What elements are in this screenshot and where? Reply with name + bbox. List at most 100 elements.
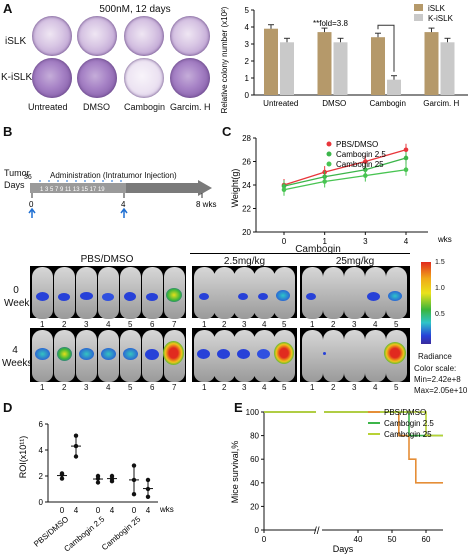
- roi-time-label: 4: [110, 506, 115, 515]
- row-label-kislk: K-iSLK: [1, 72, 33, 83]
- roi-xunit: wks: [159, 505, 174, 514]
- bar-x-tick-label: Garcim. H: [423, 99, 459, 108]
- survival-y-tick-label: 60: [250, 455, 259, 464]
- cambogin-group-title: Cambogin: [295, 244, 341, 255]
- col-label-garcim: Garcim. H: [170, 102, 211, 112]
- mouse-id-label: 1: [40, 320, 45, 329]
- administration-label: Administration (Intratumor Injection): [50, 171, 177, 180]
- mouse-id-label: 4: [106, 320, 111, 329]
- week-mark-4: 4: [121, 200, 126, 209]
- bar-islk: [371, 37, 385, 95]
- weight-xunit: wks: [437, 235, 452, 244]
- day-start-label: 36: [24, 174, 32, 181]
- mouse-id-label: 1: [202, 383, 207, 392]
- survival-x-tick-label: 60: [422, 535, 431, 544]
- week-mark-8: 8 wks: [196, 200, 216, 209]
- bar-chart-plot: 0 1 2 3 4 5 Untreated DMSO Cambogin Garcim. H: [245, 6, 468, 108]
- color-scale-min: Min=2.42e+8: [414, 375, 461, 384]
- survival-plot: // 0 20 40 60 80 100 0 40 50 60: [246, 408, 443, 544]
- mouse-id-label: 3: [242, 383, 247, 392]
- bar-k-islk: [280, 42, 294, 95]
- mouse-id-label: 5: [394, 383, 399, 392]
- legend-label-camb25: Cambogin 2.5: [384, 419, 434, 428]
- legend-label-camb250: Cambogin 25: [384, 430, 432, 439]
- colony-well: [124, 58, 164, 98]
- weight-point: [403, 147, 409, 153]
- mouse-id-label: 2: [222, 320, 227, 329]
- weight-x-tick-label: 0: [282, 237, 287, 246]
- legend-label-camb25: Cambogin 2.5: [336, 150, 386, 159]
- weight-y-tick-label: 20: [242, 228, 251, 237]
- mouse-id-label: 3: [352, 320, 357, 329]
- bar-k-islk: [387, 79, 401, 95]
- mouse-id-label: 2: [331, 320, 336, 329]
- mouse-id-label: 6: [150, 383, 155, 392]
- roi-time-label: 0: [132, 506, 137, 515]
- colony-well: [32, 58, 72, 98]
- colony-well: [77, 16, 117, 56]
- colony-bar-chart: Relative colony number (x10²) 0 1 2 3 4 5 Untr…: [220, 4, 468, 113]
- bar-y-tick-label: 5: [245, 6, 250, 15]
- legend-marker-camb25: [326, 151, 332, 157]
- weight-plot: 20 22 24 26 28 0 1 3 4: [242, 134, 428, 246]
- survival-x-tick-label: 50: [388, 535, 397, 544]
- weight-point: [403, 155, 409, 161]
- bar-y-tick-label: 2: [245, 57, 250, 66]
- mouse-id-label: 5: [282, 320, 287, 329]
- legend-swatch-islk: [414, 4, 423, 11]
- weight-point: [281, 187, 287, 192]
- weight-x-tick-label: 3: [363, 237, 368, 246]
- weight-point: [403, 167, 409, 173]
- roi-y-tick-label: 4: [39, 446, 44, 455]
- mouse-id-label: 4: [262, 383, 267, 392]
- weight-point: [322, 179, 327, 184]
- roi-y-tick-label: 6: [39, 420, 44, 429]
- week-mark-0: 0: [29, 200, 34, 209]
- color-scale-max: Max=2.05e+10: [414, 386, 468, 395]
- survival-y-tick-label: 0: [255, 526, 260, 535]
- colony-well: [32, 16, 72, 56]
- mouse-id-label: 2: [62, 383, 67, 392]
- mouse-id-label: 4: [106, 383, 111, 392]
- mouse-id-label: 1: [202, 320, 207, 329]
- survival-xlabel: Days: [333, 544, 354, 554]
- weight-y-tick-label: 22: [242, 205, 251, 214]
- row-label-week4: 4 Weeks: [2, 345, 33, 369]
- imaging-arrow-icon: [28, 207, 36, 218]
- radiance-label: Radiance: [418, 352, 452, 361]
- mouse-id-label: 3: [84, 383, 89, 392]
- mouse-id-label: 4: [262, 320, 267, 329]
- weight-y-tick-label: 28: [242, 134, 251, 143]
- legend-marker-pbs: [326, 141, 332, 147]
- mouse-id-label: 5: [282, 383, 287, 392]
- mouse-id-label: 3: [242, 320, 247, 329]
- roi-group-label: Cambogin 25: [100, 514, 143, 552]
- fold-annotation: **fold=3.8: [313, 19, 348, 28]
- bar-x-tick-label: DMSO: [322, 99, 346, 108]
- mouse-id-label: 6: [150, 320, 155, 329]
- mouse-id-row-week4: 1 2 3 4 5 6 7 1 2 3 4 5 1 2 3 4 5: [30, 383, 410, 393]
- roi-y-tick-label: 0: [39, 498, 44, 507]
- mouse-id-label: 3: [84, 320, 89, 329]
- mouse-id-label: 1: [40, 383, 45, 392]
- row-label-islk: iSLK: [5, 36, 27, 47]
- mouse-id-label: 4: [373, 383, 378, 392]
- survival-curve: [324, 411, 443, 484]
- survival-chart: Mice survival,% Days // 0 20 40 60 80 100 0 40 50…: [230, 408, 443, 554]
- legend-label-pbs: PBS/DMSO: [384, 408, 426, 417]
- roi-point: [131, 463, 137, 468]
- panel-c-label: C: [222, 124, 232, 139]
- col-label-dmso: DMSO: [83, 102, 110, 112]
- bar-y-tick-label: 3: [245, 40, 250, 49]
- roi-ylabel: ROI(x10¹¹): [18, 436, 28, 479]
- survival-y-tick-label: 40: [250, 479, 259, 488]
- roi-point: [73, 433, 79, 438]
- mouse-id-label: 2: [62, 320, 67, 329]
- survival-y-tick-label: 80: [250, 432, 259, 441]
- administration-window: [30, 183, 126, 193]
- bar-islk: [264, 28, 278, 96]
- col-label-cambogin: Cambogin: [124, 102, 166, 112]
- significance-bracket: [377, 24, 395, 72]
- mouse-id-label: 1: [310, 320, 315, 329]
- colorbar-tick: 0.5: [435, 311, 445, 318]
